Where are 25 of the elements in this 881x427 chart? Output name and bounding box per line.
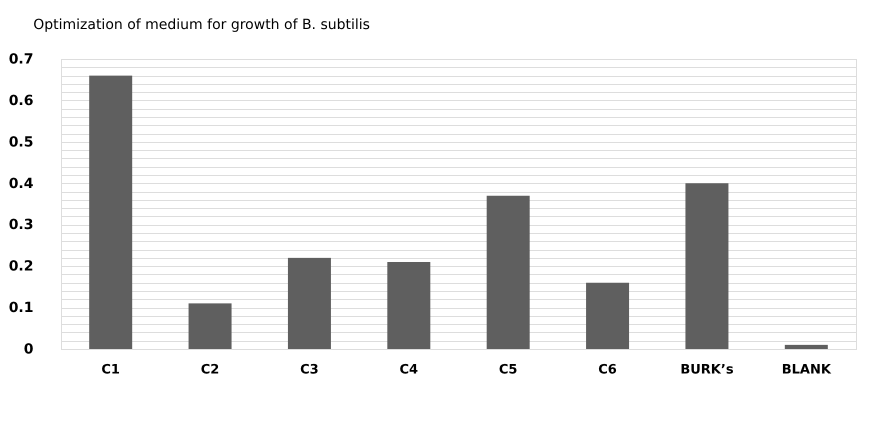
bar — [188, 303, 232, 349]
y-tick-label: 0.7 — [8, 52, 34, 68]
bar — [288, 258, 331, 349]
chart-title: Optimization of medium for growth of B. subtilis — [33, 17, 370, 33]
y-tick-label: 0.4 — [8, 176, 34, 192]
bar — [784, 344, 828, 349]
x-tick-label: C1 — [101, 362, 120, 378]
y-tick-label: 0.2 — [8, 258, 34, 275]
x-tick-label: C5 — [498, 362, 518, 378]
bar — [486, 196, 530, 349]
y-tick-label: 0.6 — [8, 92, 34, 109]
y-tick-label: 0.3 — [8, 217, 34, 234]
bar — [586, 282, 630, 349]
x-tick-label: BLANK — [782, 362, 832, 378]
y-tick-label: 0 — [24, 342, 34, 358]
y-tick-label: 0.1 — [8, 300, 34, 316]
bar — [387, 262, 430, 349]
bar — [89, 76, 132, 349]
y-tick-label: 0.5 — [8, 134, 34, 150]
x-tick-label: C6 — [598, 362, 617, 378]
x-tick-label: C4 — [400, 362, 418, 378]
bar — [685, 183, 728, 349]
x-tick-label: C3 — [300, 362, 319, 378]
x-tick-label: C2 — [200, 362, 220, 378]
x-tick-label: BURK’s — [680, 362, 734, 378]
